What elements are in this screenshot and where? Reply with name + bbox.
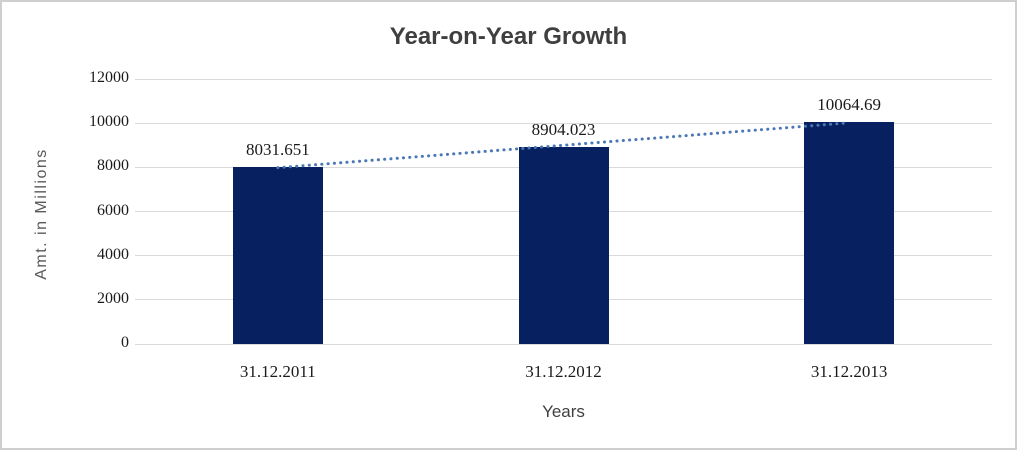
y-tick-label: 0 xyxy=(121,334,129,351)
trendline xyxy=(276,121,851,170)
gridline xyxy=(135,78,992,80)
y-tick-label: 8000 xyxy=(97,157,129,175)
y-axis-ticks: 0 2000 4000 6000 8000 10000 12000 xyxy=(2,2,129,448)
y-tick-label: 10000 xyxy=(89,113,129,131)
bar xyxy=(232,166,323,344)
y-tick-label: 12000 xyxy=(89,69,129,86)
bar-value-label: 10064.69 xyxy=(817,94,882,114)
gridline xyxy=(135,122,992,124)
chart-title: Year-on-Year Growth xyxy=(389,23,628,50)
plot-area: 8031.651 8904.023 10064.69 xyxy=(135,78,992,345)
bar-value-label: 8031.651 xyxy=(245,139,310,159)
bar-value-label: 8904.023 xyxy=(531,120,596,140)
x-axis-title: Years xyxy=(542,402,585,421)
x-tick-label: 31.12.2013 xyxy=(810,362,888,381)
bar xyxy=(518,147,609,344)
y-tick-label: 4000 xyxy=(97,245,129,263)
bar xyxy=(804,121,895,344)
y-tick-label: 6000 xyxy=(97,201,129,219)
x-axis-ticks: 31.12.2011 31.12.2012 31.12.2013 xyxy=(2,362,1015,386)
y-tick-label: 2000 xyxy=(97,289,129,307)
x-tick-label: 31.12.2011 xyxy=(239,362,316,381)
gridline xyxy=(135,343,992,345)
x-tick-label: 31.12.2012 xyxy=(525,362,602,381)
trendline-path xyxy=(276,121,851,170)
